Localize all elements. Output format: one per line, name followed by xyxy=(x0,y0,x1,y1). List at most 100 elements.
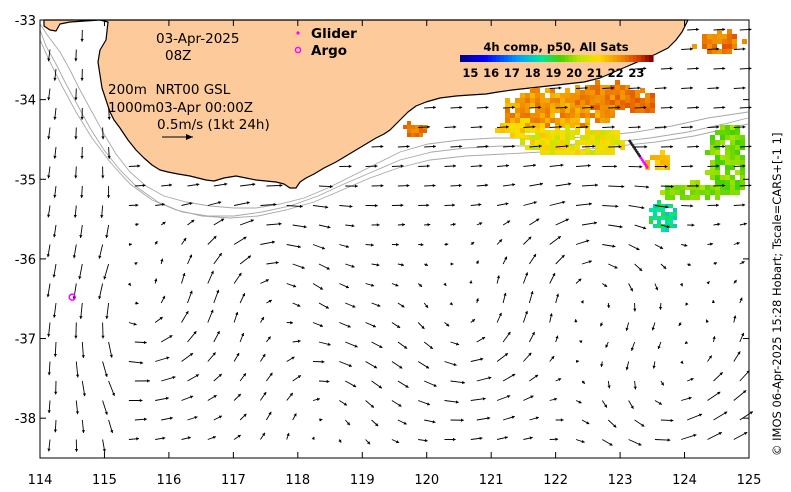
current-arrow xyxy=(101,166,105,179)
sst-pixel xyxy=(669,204,673,208)
sst-pixel xyxy=(595,150,600,155)
sst-pixel xyxy=(720,175,725,180)
current-arrow xyxy=(423,302,429,309)
sst-pixel xyxy=(707,44,712,49)
current-arrow xyxy=(713,66,726,71)
current-arrow xyxy=(575,359,580,364)
current-arrow xyxy=(266,336,271,343)
colorbar-cell xyxy=(544,55,550,62)
sst-pixel xyxy=(510,113,515,118)
sst-pixel xyxy=(510,123,515,128)
sst-pixel xyxy=(530,113,535,118)
sst-pixel xyxy=(415,129,419,133)
sst-pixel xyxy=(645,108,650,113)
current-arrow xyxy=(657,341,662,350)
colorbar-cell xyxy=(616,55,622,62)
current-arrow xyxy=(161,183,173,187)
sst-pixel xyxy=(530,135,535,140)
current-arrow xyxy=(397,380,409,388)
current-arrow xyxy=(292,375,302,382)
current-arrow xyxy=(707,431,723,440)
sst-pixel xyxy=(615,85,620,90)
current-arrow xyxy=(239,255,252,265)
current-arrow xyxy=(134,340,147,345)
sst-pixel xyxy=(610,90,615,95)
current-arrow xyxy=(444,400,459,404)
current-arrow xyxy=(207,201,222,206)
colorbar-cell xyxy=(576,55,582,62)
current-arrow xyxy=(234,201,250,206)
sst-colorbar: 4h comp, p50, All Sats 15 16 17 18 19 20 21 22 2… xyxy=(460,40,654,80)
current-arrow xyxy=(739,222,747,226)
current-arrow xyxy=(286,204,303,209)
sst-pixel xyxy=(575,88,580,93)
current-arrow xyxy=(106,185,111,198)
colorbar-tick-label: 21 xyxy=(587,66,603,80)
current-arrow xyxy=(286,283,297,288)
x-tick-label: 116 xyxy=(156,473,181,488)
sst-pixel xyxy=(540,113,545,118)
sst-pixel xyxy=(550,113,555,118)
current-arrow xyxy=(47,322,51,337)
current-arrow xyxy=(634,185,650,189)
sst-pixel xyxy=(505,123,510,128)
current-arrow xyxy=(181,272,186,284)
current-arrow xyxy=(239,332,245,343)
current-arrow xyxy=(260,240,276,245)
current-arrow xyxy=(476,416,491,421)
sst-pixel xyxy=(585,100,590,105)
sst-pixel xyxy=(595,135,600,140)
sst-pixel xyxy=(580,150,585,155)
sst-pixel xyxy=(670,190,675,195)
sst-pixel xyxy=(635,90,640,95)
current-arrow xyxy=(502,220,511,226)
current-arrow xyxy=(233,236,247,245)
current-arrow xyxy=(260,432,266,440)
current-arrow xyxy=(555,218,569,226)
current-arrow xyxy=(713,222,721,226)
sst-pixel xyxy=(565,103,570,108)
sst-pixel xyxy=(645,98,650,103)
colorbar-cell xyxy=(620,55,626,62)
sst-pixel xyxy=(660,155,665,160)
sst-pixel xyxy=(411,133,415,137)
sst-pixel xyxy=(540,140,545,145)
current-arrow xyxy=(605,341,609,348)
current-arrow xyxy=(444,322,450,327)
colorbar-cell xyxy=(628,55,634,62)
y-tick-label: -36 xyxy=(15,253,36,268)
current-arrow xyxy=(365,283,375,287)
current-arrow xyxy=(685,302,689,306)
sst-pixel xyxy=(645,93,650,98)
sst-pixel xyxy=(740,155,745,160)
current-arrow xyxy=(417,322,425,330)
sst-pixel xyxy=(725,145,730,150)
sst-pixel xyxy=(725,170,730,175)
sst-pixel xyxy=(555,145,560,150)
sst-pixel xyxy=(661,208,665,212)
current-arrow xyxy=(628,86,641,90)
y-tick-label: -37 xyxy=(15,333,36,348)
current-arrow xyxy=(79,224,83,238)
sst-pixel xyxy=(620,100,625,105)
contour-line2: 1000m03-Apr 00:00Z xyxy=(108,100,253,116)
sst-pixel xyxy=(680,195,685,200)
current-arrow xyxy=(707,391,721,401)
current-arrow xyxy=(312,283,324,290)
current-arrow xyxy=(555,378,562,382)
current-arrow xyxy=(601,400,608,408)
sst-pixel xyxy=(673,224,677,228)
current-arrow xyxy=(608,263,618,269)
current-arrow xyxy=(338,439,342,443)
sst-pixel xyxy=(735,130,740,135)
sst-pixel xyxy=(661,212,665,216)
current-arrow xyxy=(522,272,529,284)
current-arrow xyxy=(391,164,404,168)
sst-pixel xyxy=(695,180,700,185)
current-arrow xyxy=(628,244,640,251)
current-arrow xyxy=(660,380,665,386)
current-arrow xyxy=(711,299,716,304)
current-arrow xyxy=(371,419,379,427)
sst-pixel xyxy=(550,93,555,98)
current-arrow xyxy=(575,400,582,404)
